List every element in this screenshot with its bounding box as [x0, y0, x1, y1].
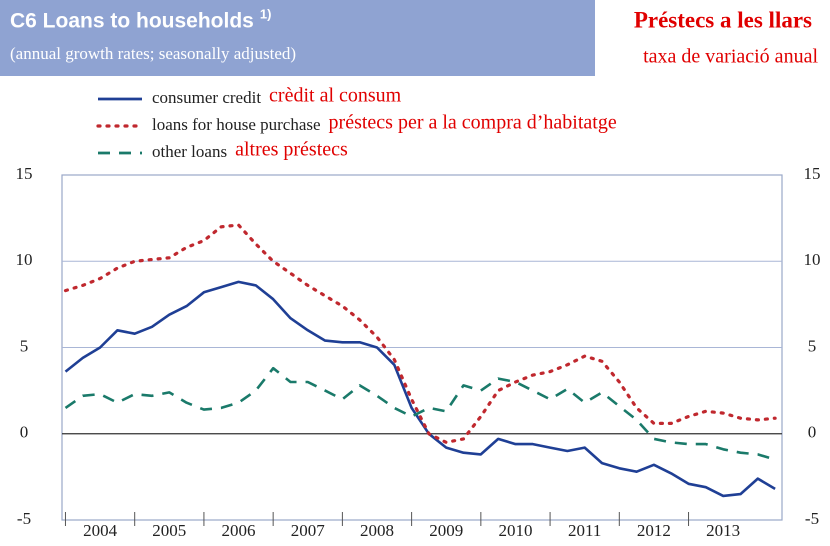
x-tick-label: 2005 [152, 521, 186, 540]
header-ca-box [595, 0, 830, 76]
x-tick-label: 2008 [360, 521, 394, 540]
legend-label: loans for house purchase [152, 115, 321, 134]
series-line [63, 223, 777, 444]
y2-tick-label: 10 [804, 250, 821, 269]
x-tick-label: 2011 [568, 521, 601, 540]
legend-label: consumer credit [152, 88, 261, 107]
y2-tick-label: 0 [808, 423, 817, 442]
series-line [64, 366, 776, 461]
chart-title: C6 Loans to households [10, 10, 254, 33]
title-note: 1) [260, 6, 272, 21]
title-ca: Préstecs a les llars [634, 7, 812, 32]
y2-tick-label: 15 [804, 164, 821, 183]
legend-label-ca: crèdit al consum [269, 85, 402, 107]
subtitle-ca: taxa de variació anual [643, 46, 818, 68]
legend-label-ca: préstecs per a la compra d’habitatge [329, 112, 617, 134]
legend-label-ca: altres préstecs [235, 139, 348, 161]
y-tick-label: 0 [20, 423, 29, 442]
y2-tick-label: -5 [805, 509, 819, 528]
y2-tick-label: 5 [808, 336, 817, 355]
x-tick-label: 2013 [706, 521, 740, 540]
y-tick-label: 15 [16, 164, 33, 183]
x-tick-label: 2010 [498, 521, 532, 540]
y-tick-label: 10 [16, 250, 33, 269]
y-tick-label: 5 [20, 336, 29, 355]
legend-label: other loans [152, 142, 227, 161]
y-tick-label: -5 [17, 509, 31, 528]
x-tick-label: 2004 [83, 521, 118, 540]
chart-subtitle: (annual growth rates; seasonally adjuste… [10, 44, 296, 63]
x-tick-label: 2012 [637, 521, 671, 540]
x-tick-label: 2006 [222, 521, 256, 540]
series-line [64, 280, 776, 498]
x-tick-label: 2007 [291, 521, 326, 540]
x-tick-label: 2009 [429, 521, 463, 540]
